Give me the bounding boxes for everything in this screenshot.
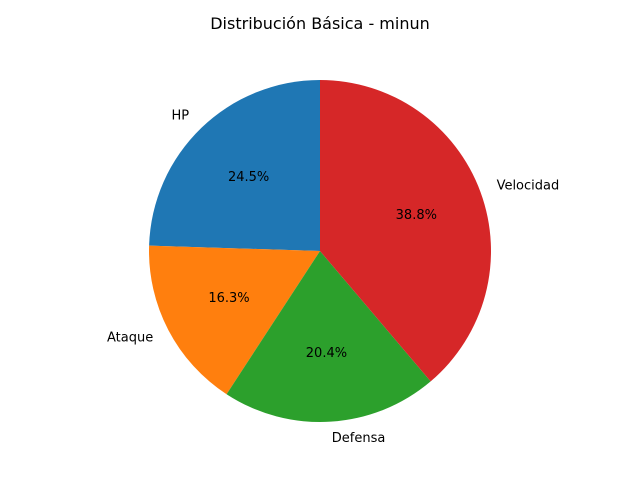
slice-label-defensa: Defensa bbox=[332, 431, 386, 446]
slice-label-hp: HP bbox=[171, 108, 189, 123]
chart-title: Distribución Básica - minun bbox=[210, 14, 430, 33]
slice-percent-ataque: 16.3% bbox=[208, 291, 249, 306]
pie-slice-ataque bbox=[149, 245, 320, 395]
slice-percent-defensa: 20.4% bbox=[306, 346, 347, 361]
pie-slice-defensa bbox=[226, 251, 431, 422]
slice-percent-velocidad: 38.8% bbox=[396, 208, 437, 223]
pie-labels: HP 24.5% Ataque 16.3% Defensa 20.4% Velocidad 3… bbox=[107, 108, 559, 446]
pie-slice-velocidad bbox=[320, 80, 492, 382]
slice-label-velocidad: Velocidad bbox=[497, 179, 560, 194]
pie-slices bbox=[149, 80, 492, 422]
slice-label-ataque: Ataque bbox=[107, 330, 153, 345]
slice-percent-hp: 24.5% bbox=[228, 170, 269, 185]
pie-slice-hp bbox=[149, 80, 320, 251]
